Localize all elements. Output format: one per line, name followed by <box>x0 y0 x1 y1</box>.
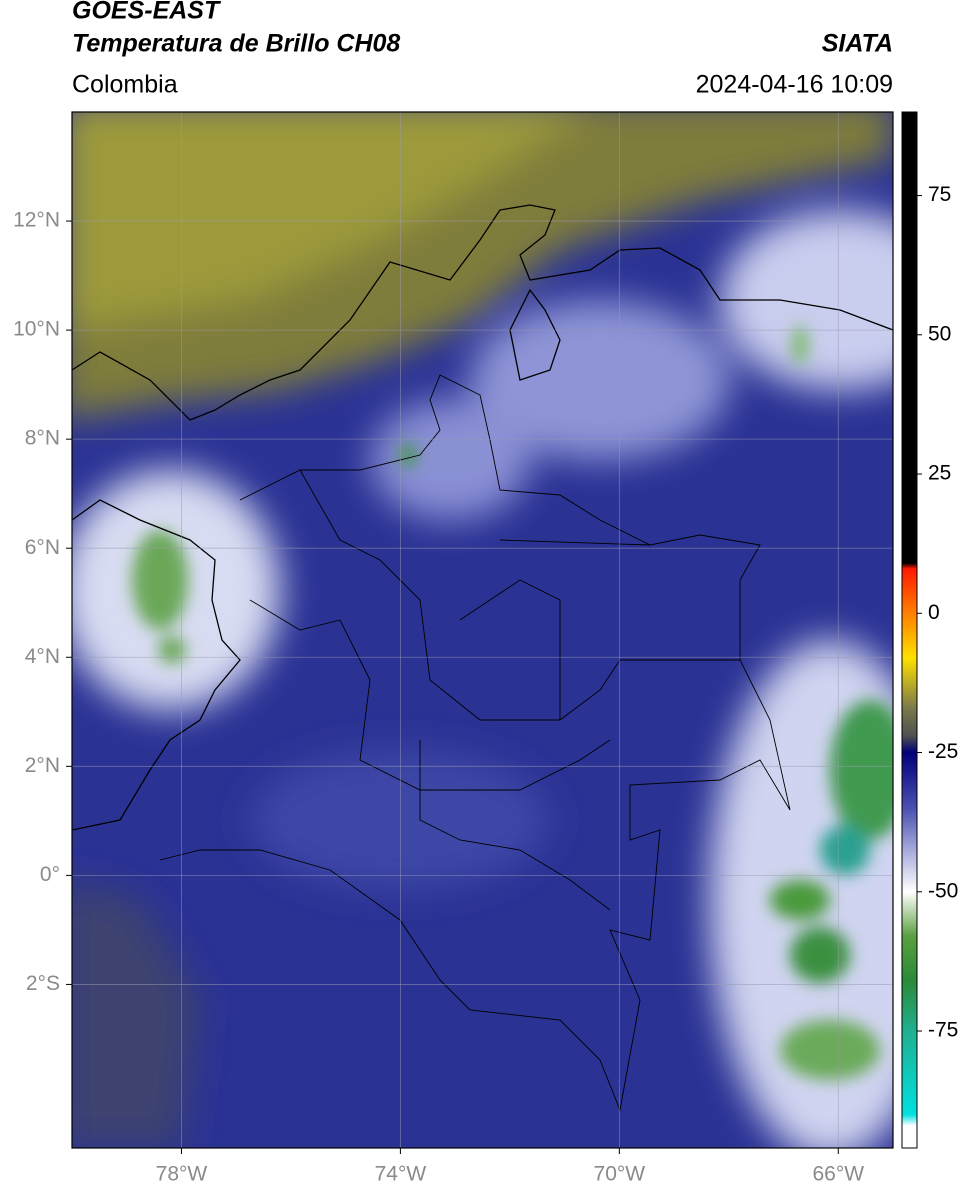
coastline <box>72 499 241 831</box>
cold-top <box>830 700 893 840</box>
satellite-image <box>72 112 893 1148</box>
x-tick-label: 78°W <box>156 1163 208 1186</box>
cold-top <box>132 530 188 630</box>
map-frame <box>71 111 894 1149</box>
department-border <box>299 469 740 721</box>
cloud <box>470 300 730 460</box>
colorbar: 75 50 25 0 -25 -50 -75 <box>901 111 958 1149</box>
y-tick-label: 0° <box>40 863 60 886</box>
colorbar-tick-label: 0 <box>928 601 940 624</box>
cold-tops <box>132 325 893 1080</box>
cold-top <box>790 927 850 983</box>
region: Colombia <box>72 71 178 99</box>
title: GOES-EAST <box>72 0 222 25</box>
subtitle: Temperatura de Brillo CH08 <box>72 30 400 58</box>
cold-top <box>780 1020 880 1080</box>
y-tick-label: 10°N <box>13 318 60 341</box>
x-tick-label: 66°W <box>812 1163 864 1186</box>
x-tick-label: 70°W <box>594 1163 646 1186</box>
cold-top <box>792 325 808 365</box>
colorbar-tick-label: 25 <box>928 462 951 485</box>
dry-band-core <box>72 112 583 329</box>
y-tick-label: 8°N <box>25 427 60 450</box>
cloud <box>370 400 530 520</box>
graticule <box>72 112 893 1148</box>
y-tick-label: 6°N <box>25 536 60 559</box>
colorbar-tick-label: 50 <box>928 322 951 345</box>
cold-top <box>770 880 830 920</box>
y-tick-label: 2°N <box>25 754 60 777</box>
y-tick-label: 2°S <box>26 972 60 995</box>
national-border <box>159 374 791 1112</box>
coastline <box>72 204 893 421</box>
department-border <box>419 740 611 911</box>
borders <box>159 374 791 1112</box>
cold-top <box>400 443 416 467</box>
colorbar-tick-label: 75 <box>928 183 951 206</box>
colorbar-tick-label: -50 <box>928 879 958 902</box>
colorbar-tick-label: -75 <box>928 1019 958 1042</box>
source: SIATA <box>822 30 893 58</box>
datetime: 2024-04-16 10:09 <box>696 71 893 99</box>
x-tick-label: 74°W <box>375 1163 427 1186</box>
department-border <box>459 539 651 720</box>
cloud <box>720 210 893 390</box>
dark-area <box>72 883 200 1148</box>
department-border <box>249 599 611 791</box>
cold-top <box>820 825 870 875</box>
y-tick-label: 4°N <box>25 645 60 668</box>
colorbar-tick-label: -25 <box>928 740 958 763</box>
colorbar-bar <box>901 111 918 1149</box>
y-tick-label: 12°N <box>13 209 60 232</box>
